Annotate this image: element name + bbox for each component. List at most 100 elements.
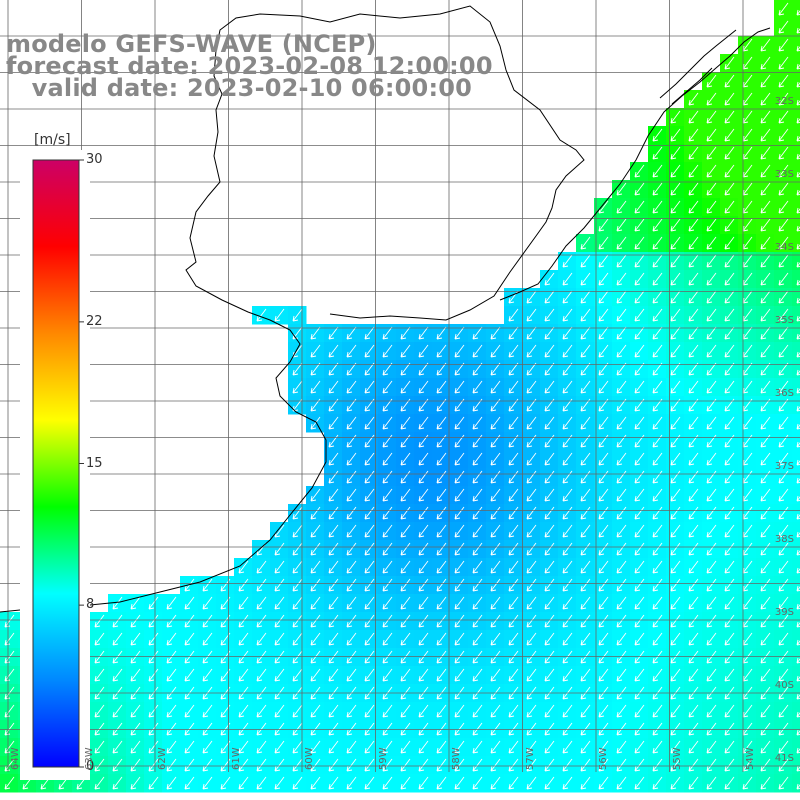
wind-arrow (382, 416, 393, 430)
wind-arrow (760, 272, 771, 286)
wind-arrow (652, 668, 663, 682)
wind-arrow (688, 416, 699, 430)
wind-arrow (634, 704, 645, 718)
wind-arrow (256, 578, 267, 592)
wind-arrow (778, 542, 789, 556)
wind-arrow (490, 614, 501, 628)
wind-arrow (166, 668, 177, 682)
wind-arrow (346, 632, 357, 646)
wind-arrow (490, 704, 501, 718)
wind-arrow (778, 470, 789, 484)
wind-arrow (544, 308, 555, 322)
wind-arrow (598, 596, 609, 610)
wind-arrow (454, 506, 465, 520)
wind-arrow (760, 560, 771, 574)
wind-arrow (238, 776, 249, 790)
wind-arrow (688, 452, 699, 466)
wind-arrow (670, 632, 681, 646)
wind-arrow (508, 362, 519, 376)
wind-arrow (418, 344, 429, 358)
wind-speed-cell (792, 648, 800, 667)
wind-speed-cell (792, 450, 800, 469)
wind-arrow (598, 308, 609, 322)
wind-arrow (472, 740, 483, 754)
wind-arrow (670, 740, 681, 754)
colorbar-tick-label: 8 (86, 597, 95, 613)
wind-arrow (418, 542, 429, 556)
wind-speed-cell (792, 180, 800, 199)
wind-arrow (256, 776, 267, 790)
wind-arrow (130, 740, 141, 754)
wind-arrow (760, 632, 771, 646)
wind-arrow (310, 722, 321, 736)
wind-arrow (508, 758, 519, 772)
wind-arrow (652, 308, 663, 322)
wind-arrow (670, 704, 681, 718)
wind-arrow (706, 704, 717, 718)
wind-arrow (652, 488, 663, 502)
wind-arrow (760, 470, 771, 484)
wind-arrow (472, 776, 483, 790)
wind-speed-cell (792, 378, 800, 397)
wind-arrow (652, 722, 663, 736)
wind-arrow (670, 434, 681, 448)
wind-arrow (346, 578, 357, 592)
wind-arrow (400, 614, 411, 628)
wind-arrow (688, 632, 699, 646)
longitude-label: 57W (524, 747, 536, 770)
wind-speed-cell (792, 594, 800, 613)
wind-arrow (400, 740, 411, 754)
wind-arrow (508, 704, 519, 718)
wind-arrow (238, 614, 249, 628)
wind-arrow (112, 632, 123, 646)
longitude-label: 62W (157, 747, 168, 770)
wind-arrow (292, 578, 303, 592)
wind-arrow (346, 722, 357, 736)
wind-arrow (670, 254, 681, 268)
wind-arrow (778, 74, 789, 88)
latitude-label: 40S (774, 680, 794, 691)
wind-speed-cell (792, 288, 800, 307)
wind-arrow (670, 578, 681, 592)
wind-arrow (544, 614, 555, 628)
wind-arrow (346, 506, 357, 520)
wind-arrow (490, 632, 501, 646)
wind-arrow (418, 722, 429, 736)
wind-arrow (508, 344, 519, 358)
wind-arrow (760, 254, 771, 268)
wind-arrow (778, 254, 789, 268)
wind-arrow (760, 722, 771, 736)
wind-arrow (544, 380, 555, 394)
wind-arrow (382, 704, 393, 718)
wind-arrow (130, 632, 141, 646)
wind-arrow (148, 668, 159, 682)
wind-arrow (328, 650, 339, 664)
wind-arrow (688, 236, 699, 250)
wind-arrows (4, 2, 800, 790)
wind-arrow (598, 272, 609, 286)
wind-arrow (382, 488, 393, 502)
wind-arrow (292, 650, 303, 664)
wind-arrow (760, 380, 771, 394)
wind-arrow (724, 146, 735, 160)
wind-arrow (724, 326, 735, 340)
wind-arrow (652, 380, 663, 394)
wind-arrow (760, 164, 771, 178)
wind-arrow (634, 506, 645, 520)
wind-arrow (598, 650, 609, 664)
wind-arrow (652, 434, 663, 448)
wind-arrow (544, 668, 555, 682)
wind-arrow (274, 308, 285, 322)
wind-arrow (454, 542, 465, 556)
wind-arrow (706, 326, 717, 340)
wind-arrow (760, 704, 771, 718)
wind-arrow (400, 344, 411, 358)
wind-arrow (508, 560, 519, 574)
wind-arrow (562, 776, 573, 790)
wind-arrow (742, 776, 753, 790)
wind-arrow (364, 632, 375, 646)
wind-arrow (382, 560, 393, 574)
wind-arrow (652, 740, 663, 754)
wind-arrow (238, 560, 249, 574)
wind-arrow (472, 758, 483, 772)
